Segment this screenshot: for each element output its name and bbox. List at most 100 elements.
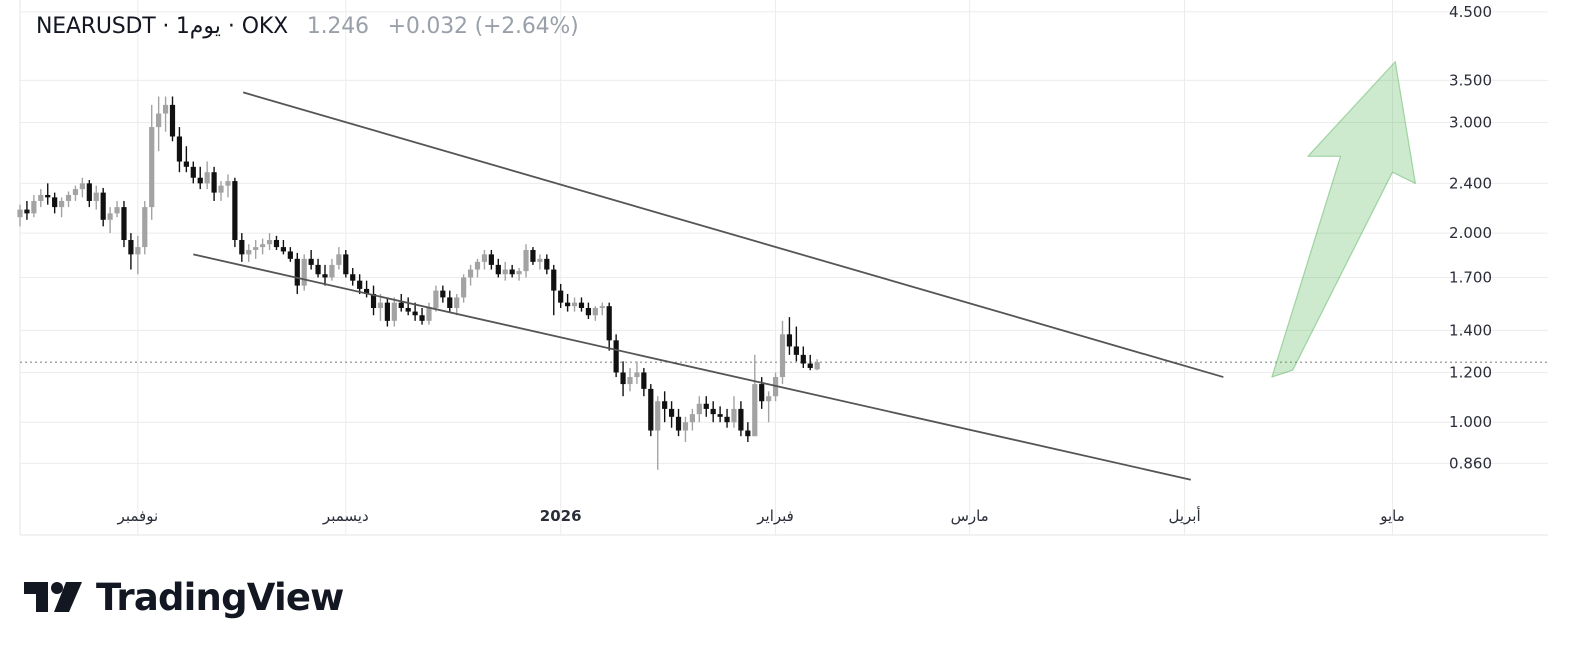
candle <box>488 249 494 270</box>
candle <box>114 200 120 218</box>
candle-body <box>377 302 384 308</box>
candle-body <box>426 307 432 321</box>
candle <box>280 240 287 255</box>
candle-body <box>142 207 148 248</box>
candle-body <box>183 161 189 167</box>
candle-body <box>121 207 127 241</box>
candle <box>377 293 384 321</box>
candle <box>447 290 453 312</box>
candle <box>668 401 675 428</box>
candle-body <box>232 181 238 241</box>
candle-body <box>585 307 592 316</box>
candle-body <box>176 136 183 162</box>
candle-body <box>72 189 79 195</box>
candle-body <box>655 401 661 431</box>
candle <box>273 235 280 250</box>
candle-body <box>634 372 640 378</box>
candle <box>363 280 370 298</box>
candle <box>343 249 349 278</box>
candle <box>17 204 23 227</box>
candle <box>738 401 744 437</box>
candle <box>24 200 30 220</box>
candle-body <box>717 414 723 417</box>
tradingview-logo[interactable]: TradingView <box>22 576 344 619</box>
candle-body <box>315 264 321 275</box>
candle-body <box>571 302 578 307</box>
candle <box>156 96 162 152</box>
candlestick-series <box>17 96 820 470</box>
candle <box>176 127 183 173</box>
candle <box>391 297 397 327</box>
x-tick-label: ديسمبر <box>322 507 369 525</box>
candle-body <box>287 251 293 259</box>
candle <box>454 293 460 316</box>
candle <box>253 240 259 259</box>
candle <box>779 320 786 385</box>
candle-body <box>766 396 772 402</box>
candle-body <box>86 183 92 201</box>
candle <box>218 181 224 201</box>
x-tick-label: أبريل <box>1168 506 1200 525</box>
candle-body <box>93 192 99 201</box>
candle-body <box>280 247 287 252</box>
candle-body <box>225 181 231 186</box>
candle-body <box>384 302 390 321</box>
candle <box>239 233 245 262</box>
candle <box>565 293 571 312</box>
target-arrow <box>1271 60 1417 378</box>
candle <box>384 297 390 327</box>
candle-body <box>350 274 356 281</box>
y-tick-label: 2.000 <box>1449 224 1492 242</box>
candle-body <box>599 306 605 308</box>
candle-body <box>807 363 813 368</box>
candle <box>38 189 44 208</box>
candle <box>689 408 695 431</box>
candle-body <box>322 274 328 278</box>
candle <box>58 197 65 218</box>
x-axis-labels: نوفمبر ديسمبر 2026 فبراير مارس أبريل مايو <box>117 506 1405 525</box>
x-tick-label: مايو <box>1379 507 1405 525</box>
candle <box>232 177 238 248</box>
candle-body <box>578 302 585 308</box>
candle-body <box>128 240 134 255</box>
y-tick-label: 3.000 <box>1449 113 1492 131</box>
y-axis-labels: 4.500 3.500 3.000 2.400 2.000 1.700 1.400 1.200… <box>1449 3 1492 472</box>
y-tick-label: 1.200 <box>1449 363 1492 381</box>
candle-body <box>218 185 224 193</box>
candle <box>461 274 467 303</box>
candle-body <box>273 240 280 248</box>
price-change: +0.032 (+2.64%) <box>387 14 579 39</box>
candle-body <box>648 388 654 431</box>
candle-body <box>398 302 404 308</box>
candle <box>793 326 799 362</box>
candle-body <box>301 258 307 286</box>
candle-body <box>412 311 418 316</box>
candle-body <box>260 244 266 248</box>
y-tick-label: 1.000 <box>1449 413 1492 431</box>
candle-body <box>162 104 169 114</box>
candle-body <box>447 297 453 308</box>
candle <box>537 254 543 270</box>
candle-body <box>433 290 439 308</box>
candle <box>370 285 377 316</box>
candle-body <box>135 247 141 255</box>
y-tick-label: 2.400 <box>1449 174 1492 192</box>
candle <box>440 285 446 303</box>
candle <box>107 207 113 234</box>
candle-body <box>502 269 508 275</box>
candle-body <box>710 408 716 415</box>
candle <box>745 422 751 443</box>
candle <box>641 367 647 397</box>
candle-body <box>662 401 668 409</box>
candle <box>467 264 474 286</box>
candle <box>162 96 169 132</box>
candle <box>585 302 592 319</box>
candle <box>412 302 418 321</box>
candle-body <box>467 269 474 278</box>
candle <box>52 192 58 214</box>
channel-lower-line <box>193 253 1191 481</box>
candle-body <box>308 258 314 265</box>
candle <box>648 384 654 437</box>
x-tick-label: 2026 <box>540 507 582 525</box>
